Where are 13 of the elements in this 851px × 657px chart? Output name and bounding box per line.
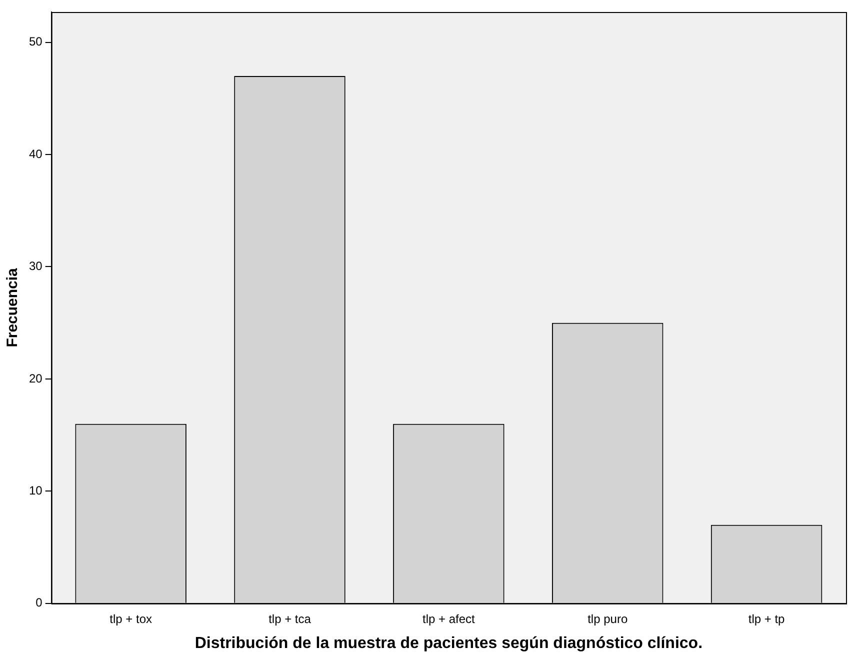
y-tick-label: 30: [28, 259, 43, 274]
y-axis-title: Frecuencia: [4, 267, 22, 348]
x-tick-label: tlp + tox: [110, 612, 152, 626]
x-tick-label: tlp + tp: [748, 612, 786, 626]
x-axis-title: Distribución de la muestra de pacientes según diagnóstico clínico.: [194, 634, 703, 652]
x-tick-label: tlp + tca: [268, 612, 312, 626]
y-tick-label: 40: [28, 146, 43, 161]
y-tick-label: 0: [36, 596, 43, 610]
y-tick-label: 10: [28, 483, 43, 498]
y-tick-label: 20: [28, 371, 43, 386]
y-tick-label: 50: [28, 34, 43, 49]
x-tick-label: tlp puro: [588, 612, 628, 626]
x-tick-label: tlp + afect: [422, 612, 476, 626]
